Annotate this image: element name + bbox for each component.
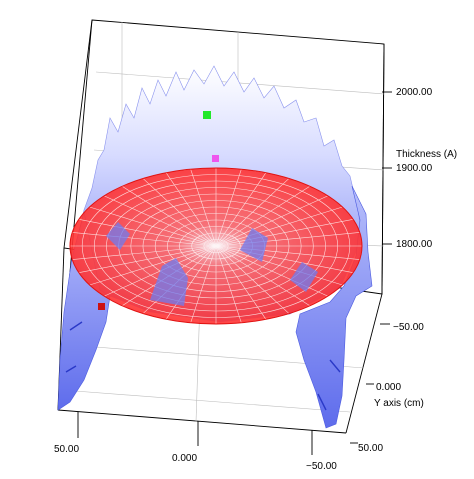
disc-spoke (121, 185, 217, 247)
surface-right-leg (295, 185, 373, 429)
disc-spoke (215, 206, 343, 247)
disc-spoke (104, 245, 217, 297)
markers (98, 111, 219, 310)
disc-spoke (215, 219, 354, 247)
z-tick-label: 1800.00 (396, 239, 433, 250)
disc-spoke (215, 245, 242, 323)
disc-spoke (78, 219, 217, 247)
marker-magenta (212, 155, 219, 162)
disc-rim (69, 167, 363, 325)
box-edge-right (345, 293, 383, 434)
y-tick-label: 0.000 (376, 382, 401, 393)
disc-spoke (215, 245, 360, 260)
reference-disc (69, 167, 363, 325)
disc-spoke (215, 172, 267, 247)
disc-spoke (104, 195, 217, 247)
disc-spoke (89, 245, 217, 286)
disc-spoke (142, 178, 217, 247)
surface-shadow-streak (65, 321, 341, 411)
y-tick-label: 50.00 (358, 443, 383, 454)
y-tick-label: −50.00 (393, 322, 424, 333)
disc-spoke (190, 245, 217, 323)
disc-spoke (165, 245, 217, 320)
marker-red (98, 303, 105, 310)
x-axis: 50.00 0.000 −50.00 (54, 412, 337, 472)
disc-spoke (89, 206, 217, 247)
disc-spoke (215, 245, 343, 286)
surface-overlaps (106, 222, 318, 306)
disc-spoke (215, 169, 242, 247)
disc-spoke (215, 232, 360, 247)
disc-spoke (215, 178, 290, 247)
z-tick-label: 1900.00 (396, 163, 433, 174)
y-axis-title: Y axis (cm) (374, 398, 424, 409)
z-tick-label: 2000.00 (396, 87, 433, 98)
z-axis: 2000.00 Thickness (A) 1900.00 1800.00 (382, 87, 457, 250)
disc-spoke (215, 195, 328, 247)
disc-spoke (215, 245, 290, 314)
disc-spoke (72, 245, 217, 260)
x-tick-label: −50.00 (306, 461, 337, 472)
disc-spoke (215, 245, 267, 320)
disc-spoke (215, 245, 311, 307)
box-edge-back-right (381, 43, 385, 295)
disc-spoke (215, 245, 328, 297)
disc-spoke (78, 245, 217, 273)
disc-spoke (165, 172, 217, 247)
box-edge-bottom (57, 409, 347, 434)
x-tick-label: 0.000 (172, 453, 197, 464)
z-axis-title: Thickness (A) (396, 149, 457, 160)
x-tick-label: 50.00 (54, 444, 79, 455)
disc-spoke (72, 232, 217, 247)
disc-spoke (190, 169, 217, 247)
marker-green (203, 111, 211, 119)
y-axis: −50.00 0.000 Y axis (cm) 50.00 (350, 322, 424, 454)
disc-spoke (215, 245, 354, 273)
disc-spoke (215, 185, 311, 247)
